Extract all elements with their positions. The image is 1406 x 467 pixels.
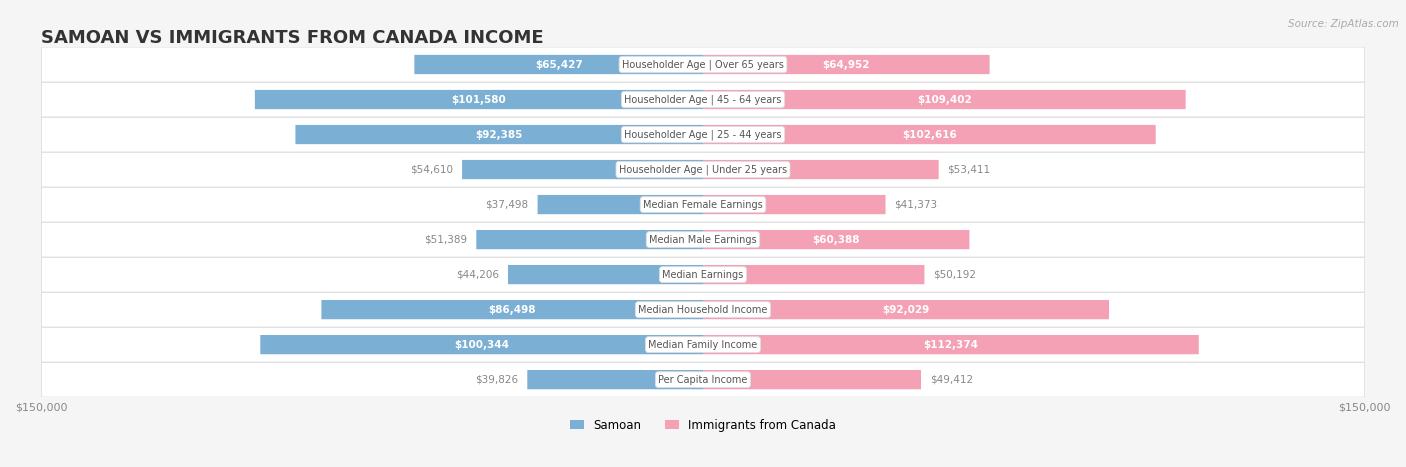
Text: $100,344: $100,344: [454, 340, 509, 350]
Text: Median Household Income: Median Household Income: [638, 304, 768, 315]
Text: Median Female Earnings: Median Female Earnings: [643, 199, 763, 210]
FancyBboxPatch shape: [703, 160, 939, 179]
FancyBboxPatch shape: [41, 82, 1365, 117]
Text: Source: ZipAtlas.com: Source: ZipAtlas.com: [1288, 19, 1399, 28]
Legend: Samoan, Immigrants from Canada: Samoan, Immigrants from Canada: [565, 414, 841, 437]
Text: Householder Age | 45 - 64 years: Householder Age | 45 - 64 years: [624, 94, 782, 105]
FancyBboxPatch shape: [415, 55, 703, 74]
FancyBboxPatch shape: [508, 265, 703, 284]
FancyBboxPatch shape: [254, 90, 703, 109]
Text: Per Capita Income: Per Capita Income: [658, 375, 748, 385]
FancyBboxPatch shape: [463, 160, 703, 179]
Text: Householder Age | Over 65 years: Householder Age | Over 65 years: [621, 59, 785, 70]
Text: $92,385: $92,385: [475, 129, 523, 140]
Text: $64,952: $64,952: [823, 59, 870, 70]
FancyBboxPatch shape: [703, 300, 1109, 319]
FancyBboxPatch shape: [260, 335, 703, 354]
Text: $49,412: $49,412: [929, 375, 973, 385]
FancyBboxPatch shape: [527, 370, 703, 389]
FancyBboxPatch shape: [703, 125, 1156, 144]
Text: $65,427: $65,427: [534, 59, 582, 70]
FancyBboxPatch shape: [703, 230, 969, 249]
FancyBboxPatch shape: [703, 55, 990, 74]
Text: $41,373: $41,373: [894, 199, 938, 210]
Text: $86,498: $86,498: [488, 304, 536, 315]
Text: $53,411: $53,411: [948, 164, 991, 175]
FancyBboxPatch shape: [41, 117, 1365, 152]
FancyBboxPatch shape: [477, 230, 703, 249]
FancyBboxPatch shape: [703, 335, 1199, 354]
FancyBboxPatch shape: [41, 362, 1365, 397]
FancyBboxPatch shape: [41, 47, 1365, 82]
FancyBboxPatch shape: [41, 257, 1365, 292]
Text: $50,192: $50,192: [934, 269, 976, 280]
Text: $39,826: $39,826: [475, 375, 519, 385]
FancyBboxPatch shape: [41, 152, 1365, 187]
Text: $109,402: $109,402: [917, 94, 972, 105]
Text: $112,374: $112,374: [924, 340, 979, 350]
FancyBboxPatch shape: [703, 370, 921, 389]
FancyBboxPatch shape: [295, 125, 703, 144]
Text: SAMOAN VS IMMIGRANTS FROM CANADA INCOME: SAMOAN VS IMMIGRANTS FROM CANADA INCOME: [41, 29, 544, 47]
Text: $102,616: $102,616: [903, 129, 956, 140]
FancyBboxPatch shape: [322, 300, 703, 319]
FancyBboxPatch shape: [703, 90, 1185, 109]
Text: $51,389: $51,389: [425, 234, 467, 245]
FancyBboxPatch shape: [537, 195, 703, 214]
FancyBboxPatch shape: [41, 222, 1365, 257]
Text: $92,029: $92,029: [883, 304, 929, 315]
Text: Householder Age | Under 25 years: Householder Age | Under 25 years: [619, 164, 787, 175]
Text: $44,206: $44,206: [456, 269, 499, 280]
Text: Median Male Earnings: Median Male Earnings: [650, 234, 756, 245]
FancyBboxPatch shape: [41, 327, 1365, 362]
Text: Median Earnings: Median Earnings: [662, 269, 744, 280]
Text: $54,610: $54,610: [411, 164, 453, 175]
Text: $60,388: $60,388: [813, 234, 860, 245]
Text: Householder Age | 25 - 44 years: Householder Age | 25 - 44 years: [624, 129, 782, 140]
Text: $101,580: $101,580: [451, 94, 506, 105]
FancyBboxPatch shape: [41, 187, 1365, 222]
FancyBboxPatch shape: [703, 265, 924, 284]
FancyBboxPatch shape: [41, 292, 1365, 327]
Text: Median Family Income: Median Family Income: [648, 340, 758, 350]
Text: $37,498: $37,498: [485, 199, 529, 210]
FancyBboxPatch shape: [703, 195, 886, 214]
